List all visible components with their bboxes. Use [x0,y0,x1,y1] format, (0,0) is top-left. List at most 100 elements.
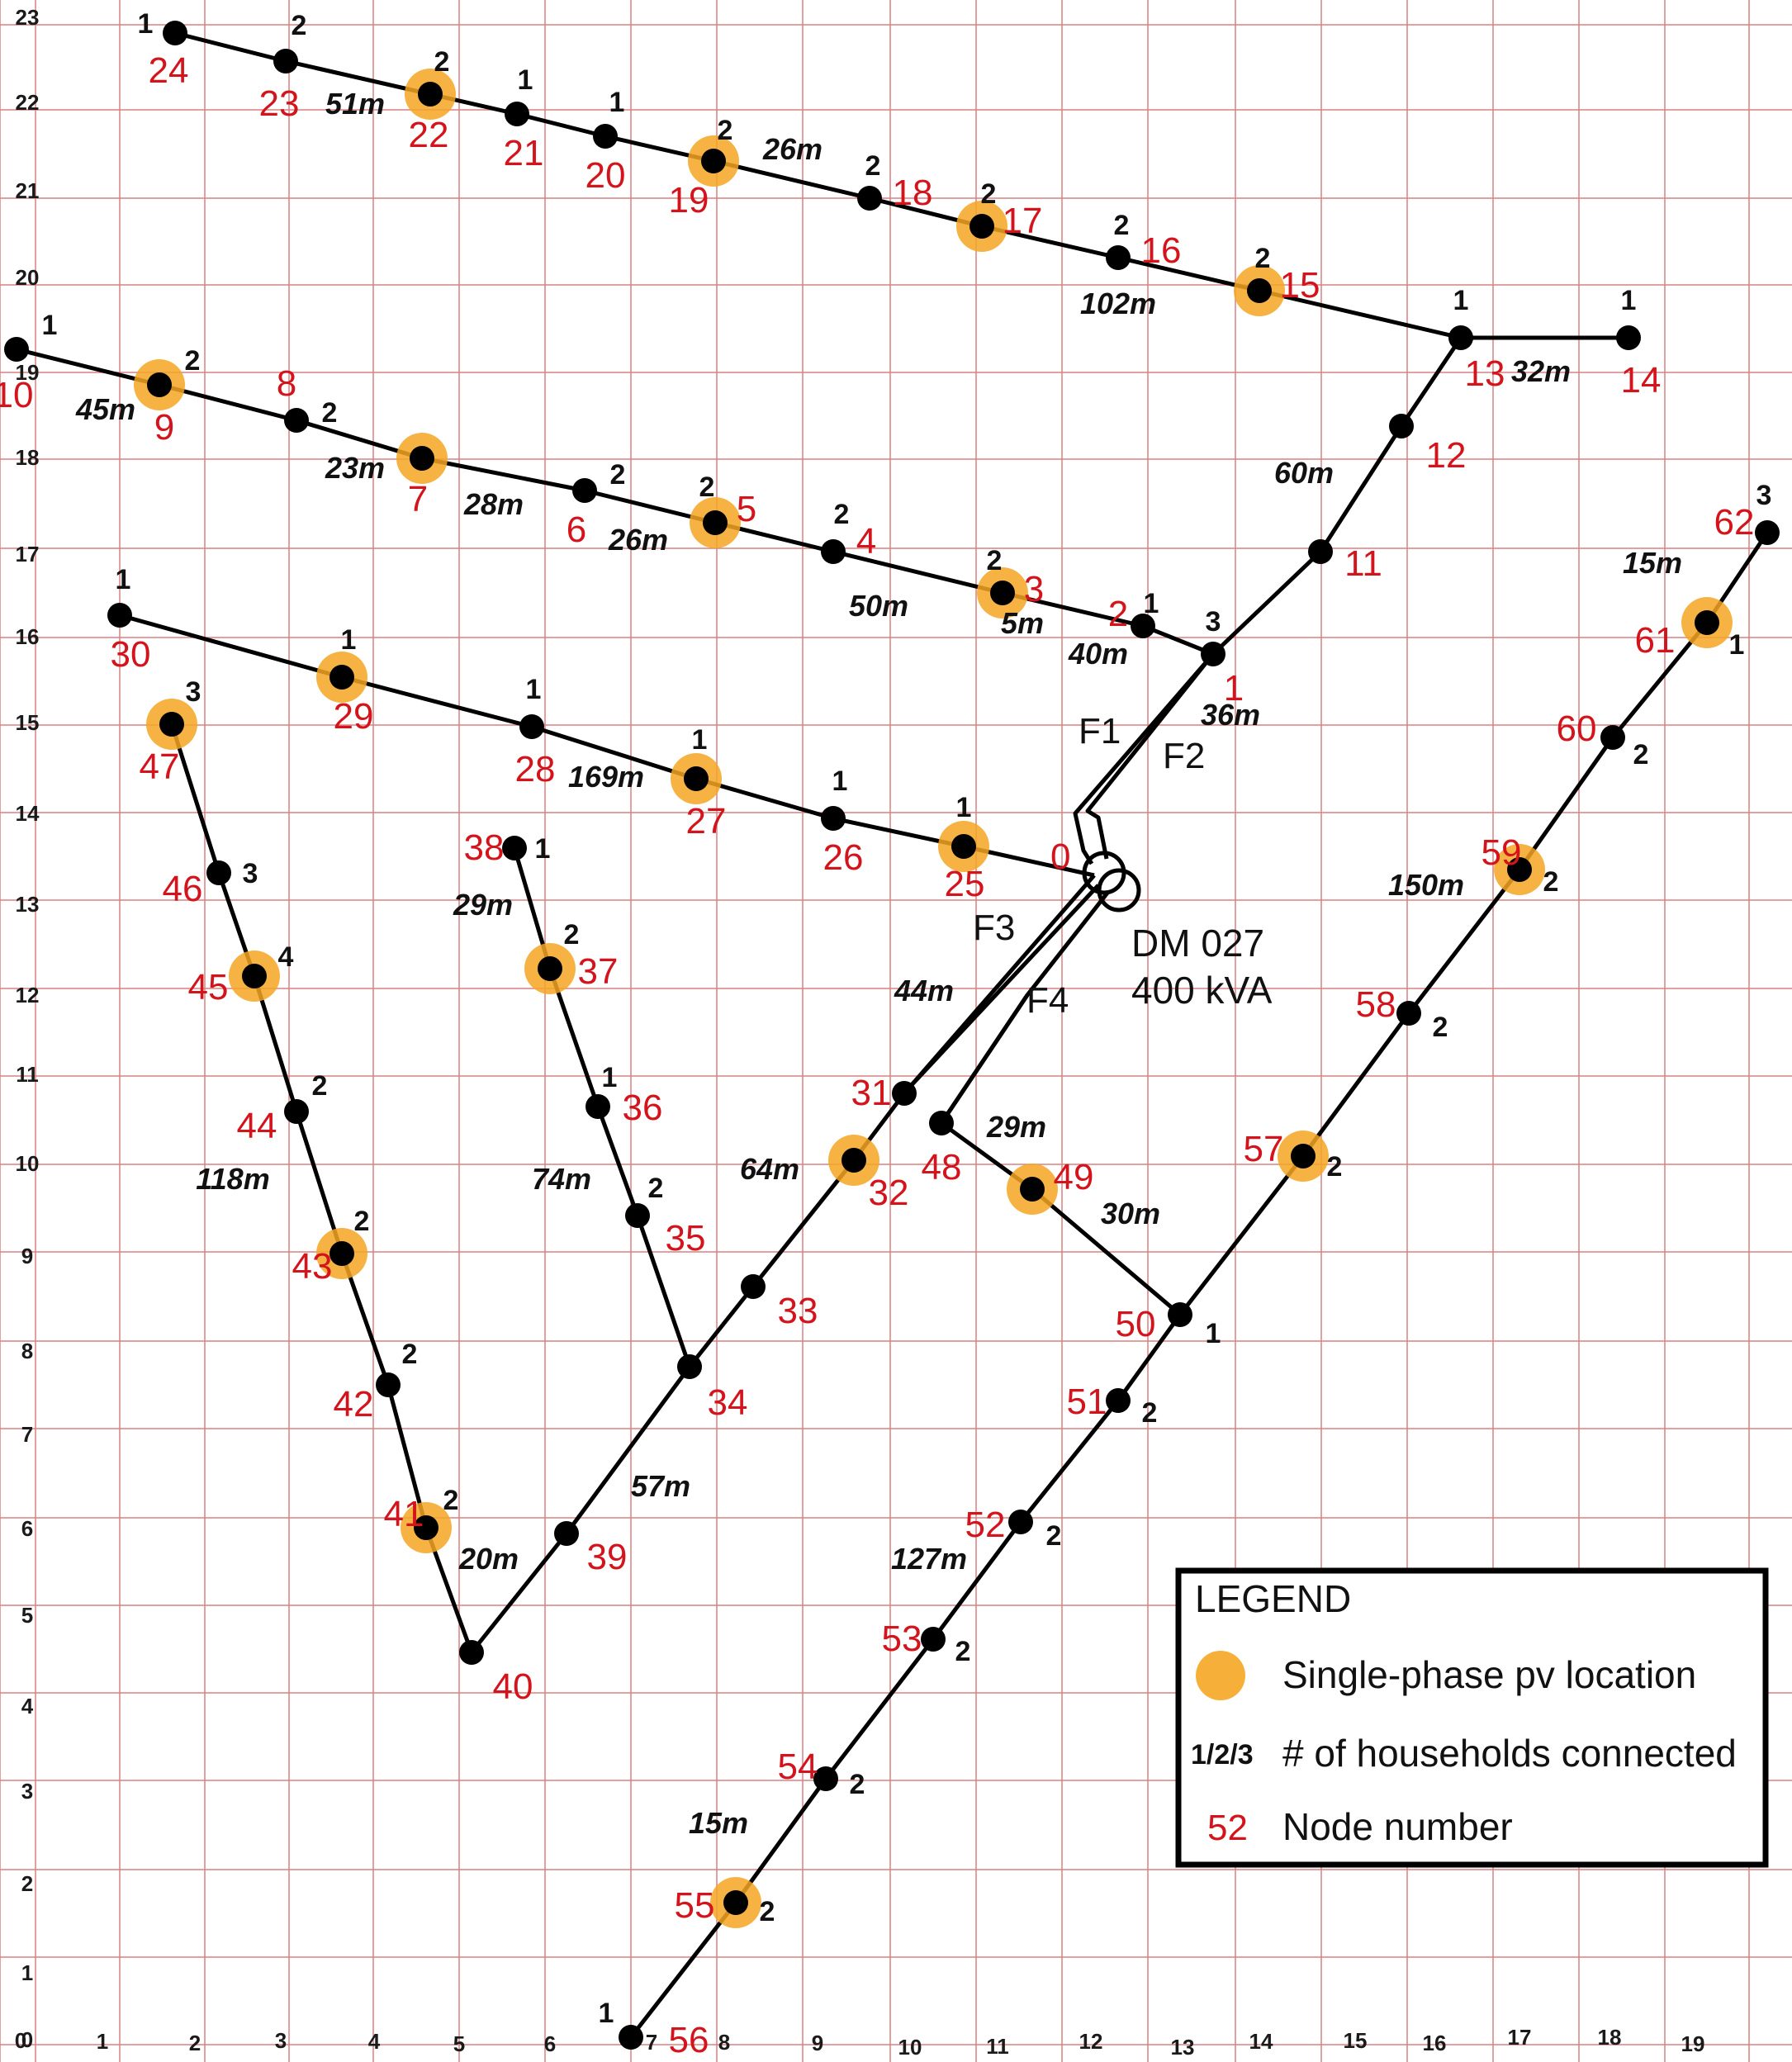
line-length-label: 29m [453,888,513,922]
line-length-label: 28m [463,487,524,521]
household-count-node-17: 2 [981,178,997,210]
node-50 [1168,1302,1192,1327]
household-count-node-42: 2 [402,1339,418,1370]
household-count-node-52: 2 [1046,1520,1062,1552]
household-count-node-24: 1 [138,8,154,40]
node-number-38: 38 [464,827,505,868]
household-count-node-21: 1 [518,64,533,96]
node-9 [147,372,172,397]
x-tick-label: 0 [15,2028,26,2053]
line-length-label: 150m [1388,868,1464,902]
household-count-node-23: 2 [292,10,307,41]
line-length-label: 74m [532,1162,591,1196]
legend-node-symbol: 52 [1207,1808,1248,1848]
node-8 [284,408,309,433]
node-number-10: 10 [0,375,33,415]
node-number-18: 18 [893,173,933,213]
household-count-node-13: 1 [1453,285,1469,316]
household-count-node-54: 2 [850,1769,865,1800]
feeder-lead-f4 [939,890,1110,1125]
node-4 [821,539,846,564]
y-tick-label: 15 [16,710,40,735]
y-tick-label: 8 [21,1339,33,1363]
household-count-node-6: 2 [610,459,626,491]
x-tick-label: 18 [1598,2025,1622,2050]
household-count-node-28: 1 [526,674,542,705]
node-11 [1308,539,1333,564]
line-length-label: 57m [631,1469,690,1503]
y-tick-label: 18 [16,445,40,470]
node-number-1: 1 [1224,668,1244,709]
node-number-3: 3 [1024,569,1044,609]
legend-title: LEGEND [1195,1577,1351,1620]
node-number-21: 21 [504,133,544,173]
feeder-line-nodes-48-50 [939,993,1182,1316]
line-length-label: 64m [740,1152,799,1186]
node-20 [593,124,618,149]
node-number-11: 11 [1344,543,1382,584]
node-number-30: 30 [111,634,151,675]
legend-pv-halo-icon [1196,1651,1245,1700]
household-count-node-2: 1 [1144,588,1159,619]
line-length-label: 50m [849,589,908,623]
x-tick-label: 10 [898,2035,922,2060]
node-28 [519,714,544,739]
node-21 [505,102,529,126]
line-length-label: 102m [1080,287,1156,320]
x-tick-label: 6 [544,2031,556,2056]
node-number-42: 42 [334,1384,374,1424]
node-10 [4,337,29,362]
node-number-12: 12 [1426,435,1467,476]
node-number-15: 15 [1280,265,1320,306]
node-12 [1389,414,1414,438]
transformer-winding-2 [1097,868,1141,912]
node-number-51: 51 [1067,1382,1107,1422]
feeder-label-f3: F3 [973,908,1015,948]
household-count-node-14: 1 [1621,285,1637,316]
node-18 [857,186,882,211]
household-count-node-38: 1 [535,833,551,865]
household-count-node-61: 1 [1729,629,1745,661]
node-number-50: 50 [1116,1304,1156,1344]
node-number-6: 6 [567,510,586,550]
household-count-node-62: 3 [1756,480,1772,511]
y-tick-label: 4 [21,1694,34,1718]
node-number-39: 39 [587,1537,628,1577]
node-32 [841,1148,866,1173]
node-number-61: 61 [1635,620,1676,661]
line-length-label: 26m [608,523,668,557]
household-count-node-18: 2 [865,150,881,182]
line-length-label: 118m [196,1162,269,1196]
node-53 [921,1627,946,1652]
node-number-29: 29 [334,696,374,737]
node-number-62: 62 [1714,502,1755,543]
node-31 [892,1081,917,1106]
node-number-37: 37 [578,951,619,992]
node-number-35: 35 [666,1218,706,1259]
household-count-node-51: 2 [1142,1397,1158,1429]
household-count-node-29: 1 [341,624,357,656]
legend-hh-label: # of households connected [1282,1732,1737,1775]
y-tick-label: 20 [16,265,40,290]
node-25 [951,834,976,859]
node-13 [1448,325,1473,350]
y-tick-label: 7 [21,1422,33,1447]
household-count-node-25: 1 [956,792,972,823]
x-tick-label: 7 [646,2030,657,2055]
y-tick-label: 10 [16,1151,40,1176]
y-tick-label: 5 [21,1603,33,1628]
line-length-label: 15m [689,1806,748,1840]
line-length-label: 45m [75,392,135,426]
line-length-label: 169m [568,760,644,794]
node-number-8: 8 [277,363,296,404]
line-length-label: 44m [894,974,954,1007]
node-number-27: 27 [686,801,727,841]
y-tick-label: 13 [16,892,40,917]
node-41 [414,1515,439,1540]
node-15 [1247,278,1272,303]
y-tick-label: 17 [16,542,40,566]
node-47 [159,712,184,737]
line-length-label: 5m [1001,606,1044,640]
x-tick-label: 2 [189,2031,201,2055]
household-count-node-57: 2 [1327,1151,1343,1183]
